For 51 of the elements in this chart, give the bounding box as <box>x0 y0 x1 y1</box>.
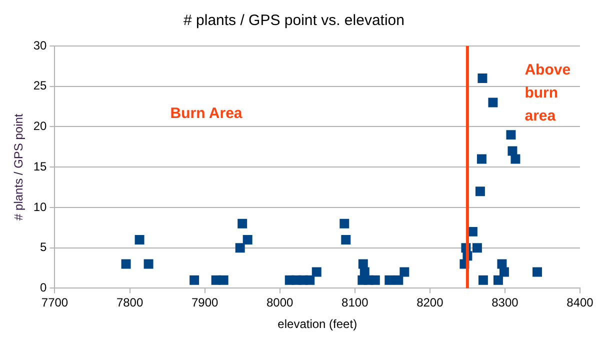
point <box>493 275 503 285</box>
y-tick-label: 20 <box>33 119 48 134</box>
annotation: Burn Area <box>170 105 243 122</box>
point <box>340 218 350 228</box>
point <box>144 259 154 269</box>
point <box>510 154 520 164</box>
x-tick-label: 8000 <box>266 296 294 310</box>
y-tick-label: 15 <box>33 159 48 174</box>
point <box>384 275 394 285</box>
chart-title: # plants / GPS point vs. elevation <box>184 12 404 30</box>
x-tick-label: 7900 <box>191 296 218 310</box>
point <box>472 243 482 253</box>
point <box>394 275 404 285</box>
y-axis-title: # plants / GPS point <box>12 113 26 220</box>
x-tick-label: 8200 <box>416 296 444 310</box>
point <box>358 259 368 269</box>
point <box>478 74 488 84</box>
point <box>532 267 542 277</box>
y-tick-label: 30 <box>33 38 48 52</box>
y-tick-label: 5 <box>40 240 48 254</box>
y-tick-label: 0 <box>40 280 48 295</box>
point <box>476 154 486 164</box>
point <box>235 243 245 253</box>
point <box>499 267 509 277</box>
y-tick-label: 10 <box>33 200 48 214</box>
point <box>478 275 488 285</box>
point <box>508 146 518 156</box>
point <box>488 98 498 108</box>
point <box>341 235 351 245</box>
x-axis-title: elevation (feet) <box>278 317 358 332</box>
x-tick-label: 7800 <box>116 296 144 310</box>
point <box>190 275 200 285</box>
point <box>305 275 315 285</box>
x-tick-label: 7700 <box>41 296 68 310</box>
point <box>400 267 410 277</box>
point <box>475 186 485 196</box>
x-tick-label: 8300 <box>492 296 519 310</box>
x-tick-label: 8100 <box>342 296 369 310</box>
point <box>468 226 478 236</box>
annotation: Above burn area <box>524 62 571 125</box>
y-tick-label: 25 <box>33 78 48 93</box>
point <box>312 267 322 277</box>
point <box>134 235 144 245</box>
point <box>238 218 248 228</box>
point <box>506 130 516 140</box>
point <box>218 275 228 285</box>
point <box>370 275 380 285</box>
point <box>242 235 252 245</box>
point <box>121 259 131 269</box>
x-tick-label: 8400 <box>566 296 594 310</box>
point <box>497 259 507 269</box>
